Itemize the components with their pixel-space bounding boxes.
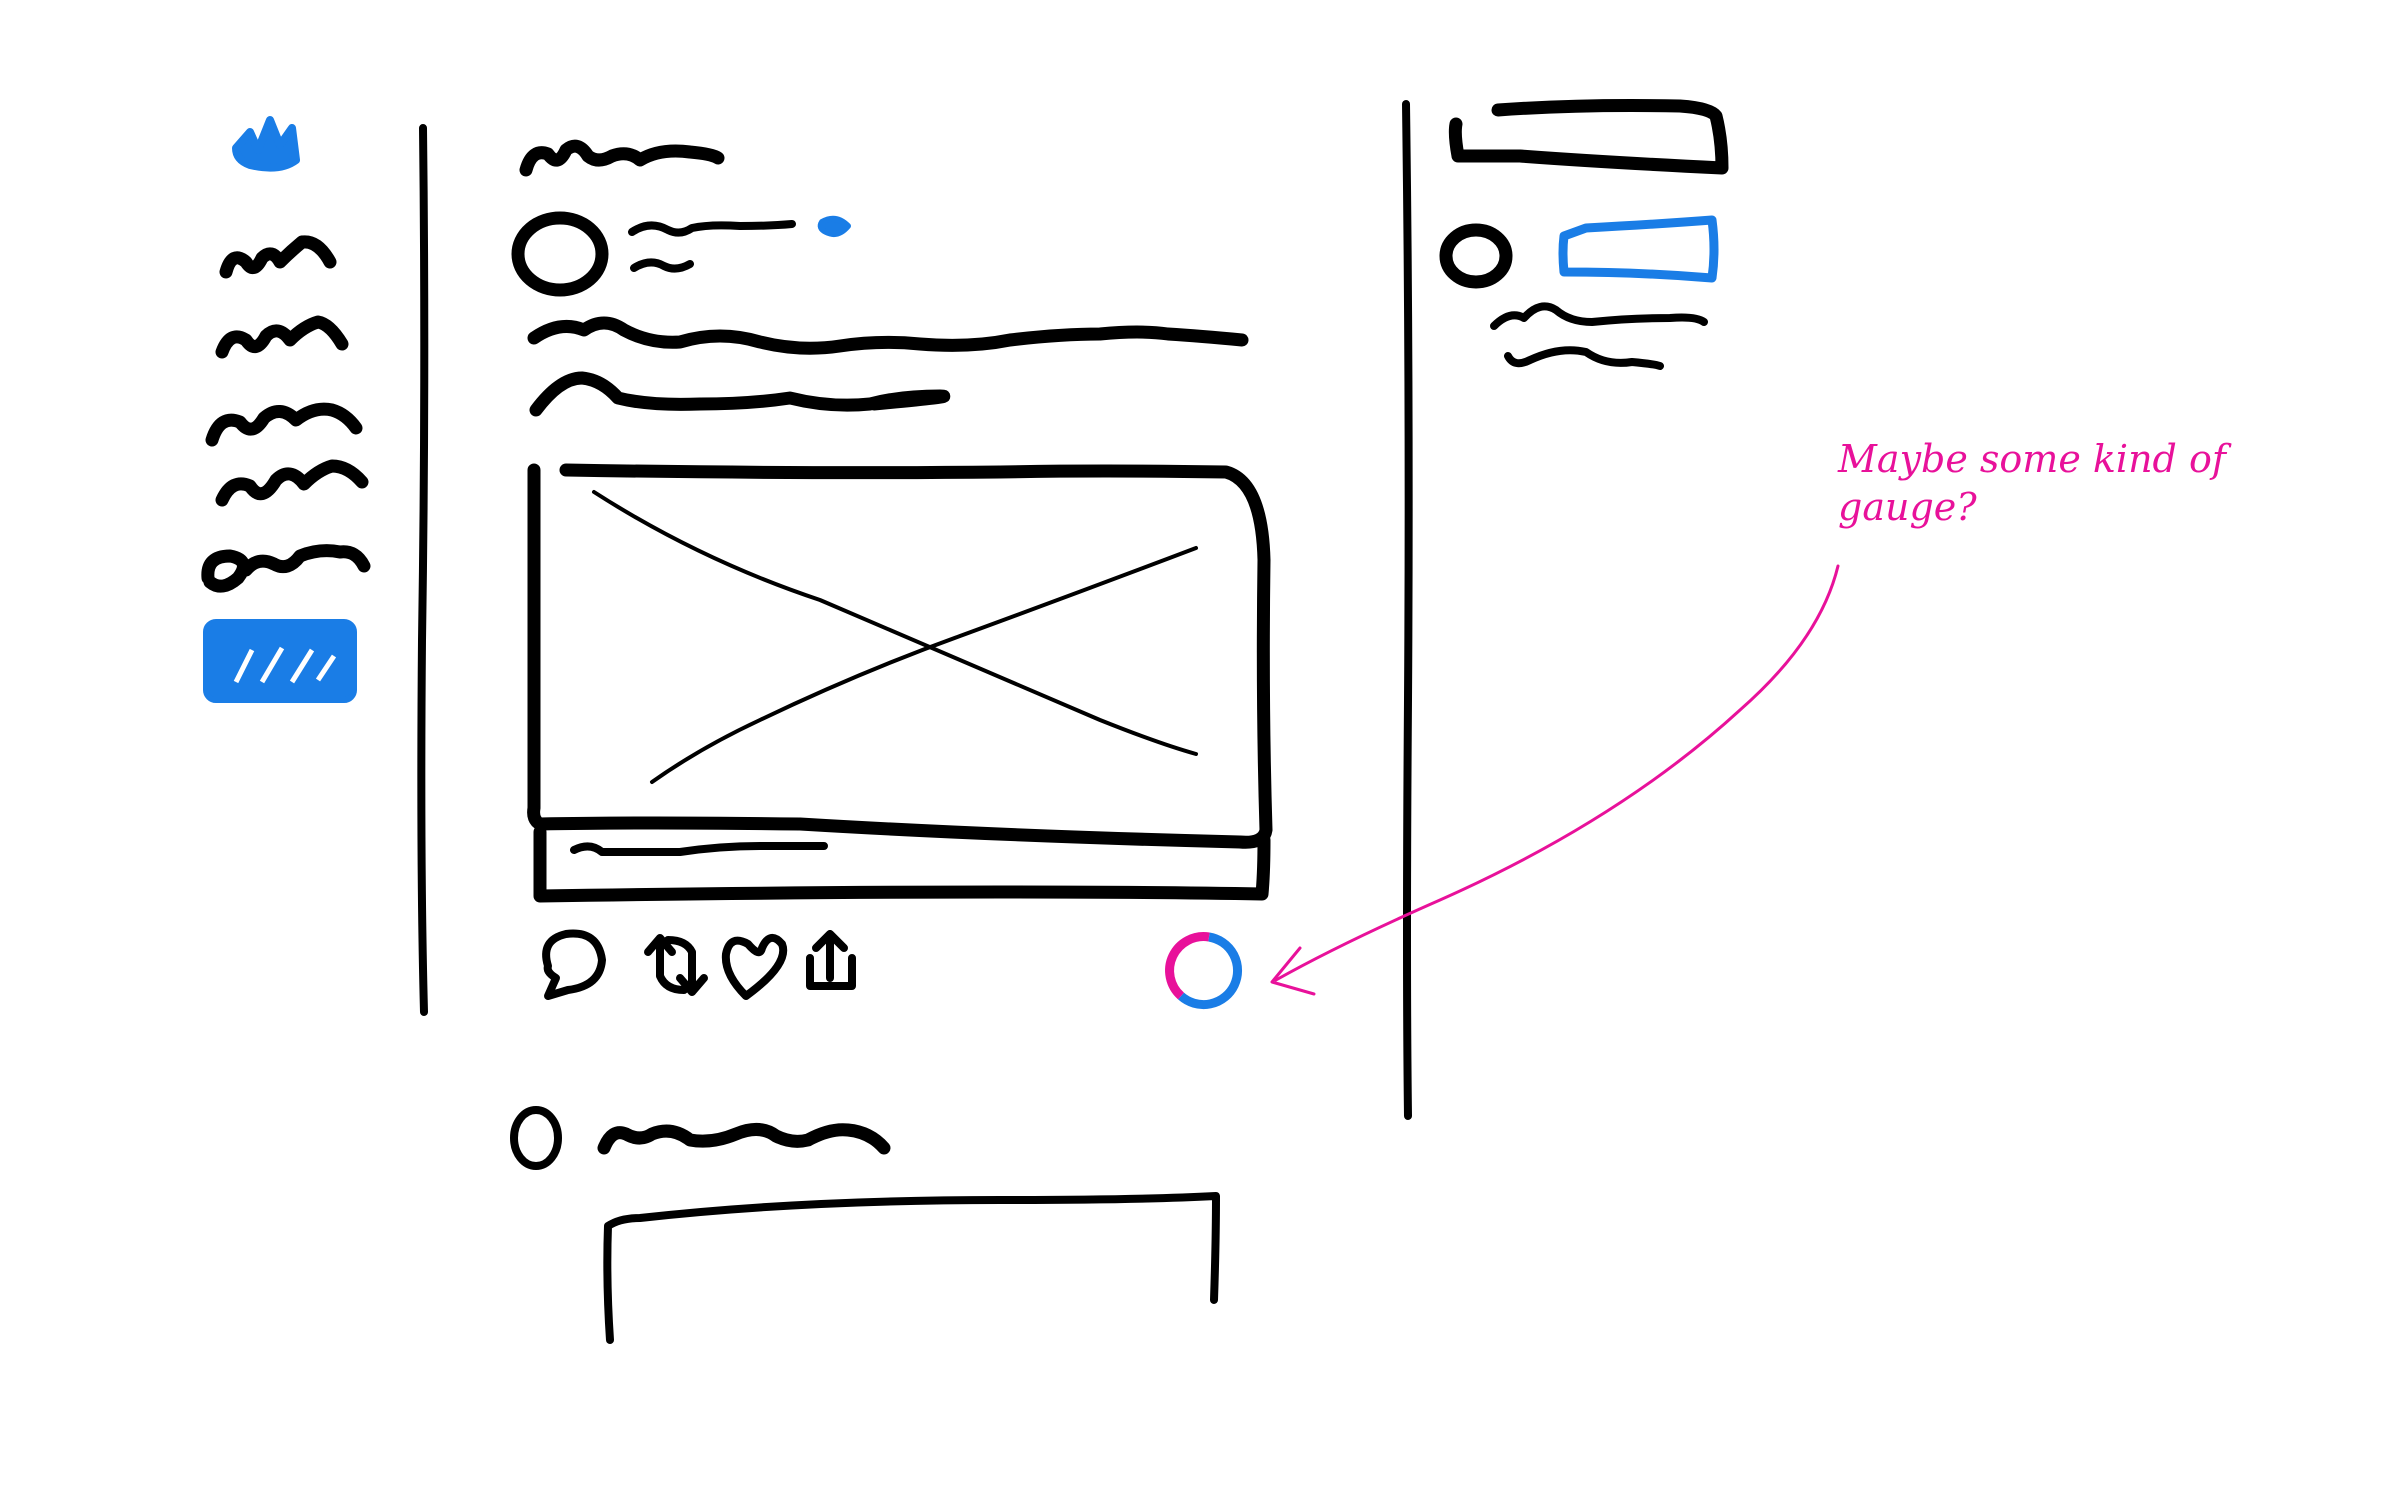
second-post-author[interactable]	[597, 1123, 891, 1155]
post-button-label	[233, 646, 337, 684]
designer-annotation	[1270, 564, 1840, 996]
nav-item-notifications[interactable]	[205, 402, 363, 447]
right-sidebar	[1402, 99, 1729, 1120]
annotation-arrow	[1274, 564, 1840, 982]
second-post-box[interactable]	[603, 1192, 1220, 1344]
left-navigation	[201, 116, 429, 1016]
left-divider	[417, 124, 429, 1016]
post-button[interactable]	[203, 619, 357, 703]
like-icon[interactable]	[721, 934, 788, 1000]
nav-item-profile[interactable]	[201, 544, 371, 593]
suggestion-avatar[interactable]	[1439, 223, 1513, 289]
main-feed	[510, 139, 1273, 1344]
nav-item-messages[interactable]	[215, 459, 369, 507]
post-text-line-2[interactable]	[529, 371, 951, 417]
nav-item-home[interactable]	[219, 235, 337, 279]
nav-item-explore[interactable]	[215, 315, 349, 359]
link-preview-box[interactable]	[533, 825, 1271, 903]
author-name[interactable]	[628, 220, 796, 237]
media-placeholder-x-2	[650, 546, 1198, 784]
bird-logo-icon[interactable]	[232, 116, 300, 172]
suggestion-handle	[1504, 346, 1664, 370]
post-text-line-1[interactable]	[527, 316, 1249, 355]
reply-icon[interactable]	[542, 929, 606, 1000]
gauge-ring-icon[interactable]	[1178, 932, 1243, 1010]
search-input[interactable]	[1448, 99, 1729, 175]
author-handle	[630, 258, 694, 273]
page-title	[519, 139, 725, 177]
verified-badge	[817, 215, 851, 237]
follow-button[interactable]	[1558, 215, 1719, 283]
link-preview-text	[570, 842, 828, 857]
media-card-frame[interactable]	[527, 463, 1273, 849]
annotation-arrowhead	[1270, 946, 1316, 996]
annotation-text: Maybe some kind of gauge?	[1838, 437, 2226, 529]
retweet-icon[interactable]	[644, 934, 708, 996]
gauge-ring-progress	[1165, 932, 1210, 1000]
suggestion-name[interactable]	[1490, 302, 1708, 330]
second-post-avatar[interactable]	[510, 1106, 562, 1170]
share-icon[interactable]	[806, 930, 856, 990]
right-divider	[1402, 100, 1413, 1120]
author-avatar[interactable]	[511, 211, 609, 297]
media-placeholder-x-1	[592, 490, 1198, 756]
